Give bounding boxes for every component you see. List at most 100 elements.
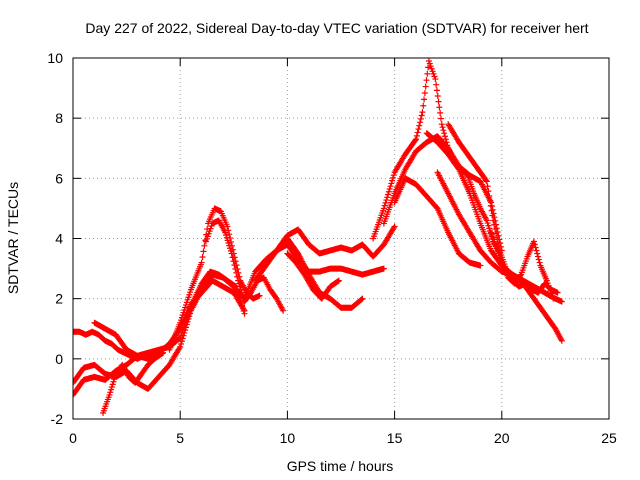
data-point: [435, 98, 442, 105]
data-point: [111, 376, 118, 383]
data-point: [180, 332, 187, 339]
data-point: [222, 229, 229, 236]
data-point: [385, 188, 392, 195]
y-tick-label: 0: [55, 351, 63, 367]
series-arc-11: [284, 250, 342, 302]
x-tick-label: 5: [176, 430, 184, 446]
data-point: [489, 212, 496, 219]
data-point: [554, 289, 561, 296]
data-point: [490, 217, 497, 224]
data-point: [178, 338, 185, 345]
data-point: [488, 207, 495, 214]
data-point: [433, 81, 440, 88]
series-arc-12: [370, 58, 503, 257]
data-point: [436, 104, 443, 111]
data-point: [486, 225, 493, 232]
data-point: [483, 178, 490, 185]
series-arc-7: [202, 217, 287, 314]
data-point: [109, 381, 116, 388]
data-point: [534, 250, 541, 257]
data-point: [382, 199, 389, 206]
data-point: [232, 266, 239, 273]
data-point: [385, 191, 392, 198]
data-point: [442, 136, 449, 143]
data-point: [437, 109, 444, 116]
x-tick-label: 10: [280, 430, 296, 446]
data-point: [178, 341, 185, 348]
data-point: [439, 124, 446, 131]
data-point: [223, 232, 230, 239]
data-point: [241, 307, 248, 314]
data-point: [179, 335, 186, 342]
data-point: [534, 253, 541, 260]
series-arc-18: [488, 229, 557, 302]
data-point: [536, 259, 543, 266]
y-axis-label: SDTVAR / TECUs: [5, 182, 21, 294]
data-point: [433, 87, 440, 94]
data-point: [415, 126, 422, 133]
data-point: [440, 127, 447, 134]
data-point: [108, 386, 115, 393]
data-point: [441, 133, 448, 140]
data-point: [550, 295, 557, 302]
data-point: [533, 247, 540, 254]
data-point: [485, 188, 492, 195]
data-point: [240, 306, 247, 313]
data-point: [227, 247, 234, 254]
y-tick-label: 8: [55, 110, 63, 126]
data-point: [416, 122, 423, 129]
data-point: [434, 92, 441, 99]
data-point: [437, 115, 444, 122]
x-axis-ticks: 0 5 10 15 20 25: [69, 58, 617, 446]
data-point: [201, 242, 208, 249]
data-point: [421, 89, 428, 96]
data-point: [425, 64, 432, 71]
series-arc-14: [391, 175, 484, 269]
y-tick-label: 2: [55, 291, 63, 307]
data-point: [420, 102, 427, 109]
y-axis-ticks: -2 0 2 4 6 8 10: [47, 50, 609, 427]
data-point: [228, 238, 235, 245]
y-tick-label: -2: [51, 411, 64, 427]
data-point: [482, 177, 489, 184]
data-point: [455, 165, 462, 172]
data-point: [224, 223, 231, 230]
data-point: [441, 130, 448, 137]
data-point: [413, 136, 420, 143]
data-point: [487, 197, 494, 204]
data-point: [413, 132, 420, 139]
data-point: [383, 197, 390, 204]
data-point: [491, 221, 498, 228]
data-point: [381, 202, 388, 209]
data-point: [237, 286, 244, 293]
data-point: [236, 283, 243, 290]
data-point: [532, 244, 539, 251]
data-point: [484, 183, 491, 190]
data-point: [390, 172, 397, 179]
data-point: [386, 185, 393, 192]
data-point: [108, 384, 115, 391]
data-point: [486, 193, 493, 200]
data-point: [181, 329, 188, 336]
data-point: [107, 389, 114, 396]
grid: [73, 58, 609, 419]
data-point: [238, 289, 245, 296]
data-point: [226, 231, 233, 238]
data-point: [417, 119, 424, 126]
data-point: [177, 343, 184, 350]
data-point: [477, 262, 484, 269]
data-point: [256, 292, 263, 299]
data-point: [558, 298, 565, 305]
data-point: [421, 96, 428, 103]
series-arc-4: [91, 277, 248, 362]
data-point: [558, 337, 565, 344]
data-points: [73, 58, 565, 416]
series-arc-6: [166, 205, 263, 353]
data-point: [358, 296, 365, 303]
data-point: [412, 137, 419, 144]
data-point: [199, 253, 206, 260]
data-point: [389, 174, 396, 181]
data-point: [389, 177, 396, 184]
data-point: [176, 345, 183, 352]
